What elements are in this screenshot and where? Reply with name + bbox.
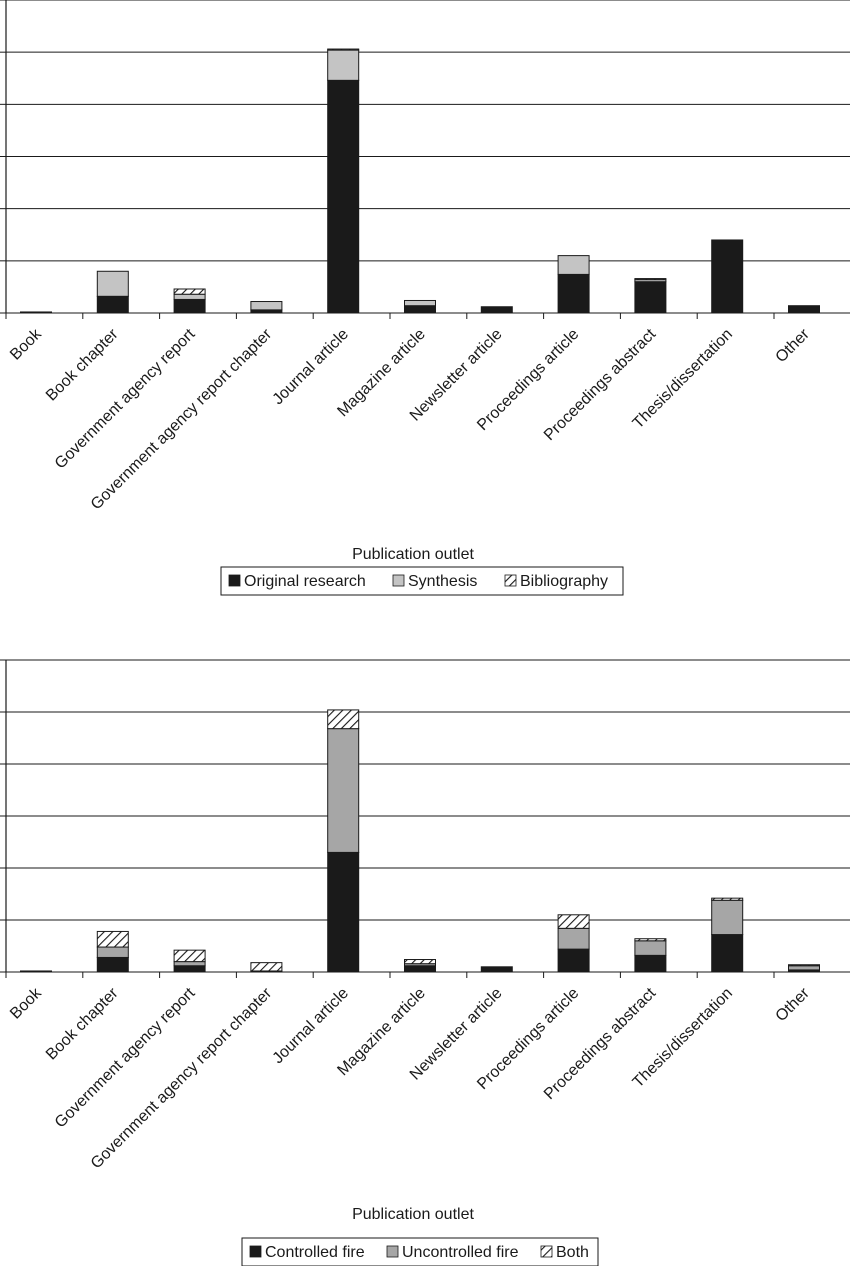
legend-label-both: Both [556,1244,589,1261]
bar-government-agency-report-synthesis [173,293,206,300]
bar-proceedings-article-uncontrolled-fire [557,927,590,950]
legend: Controlled fire Uncontrolled fire Both [241,1237,599,1266]
x-tick-label: Other [773,325,814,366]
bar-government-agency-report-uncontrolled-fire [173,961,206,967]
bar-thesis-dissertation-uncontrolled-fire [711,899,744,936]
gridlines [0,659,850,973]
x-tick-label: Book [7,984,46,1023]
bar-journal-article-synthesis [327,49,360,81]
legend-label-controlled-fire: Controlled fire [265,1244,365,1261]
x-tick-label: Journal article [270,326,353,409]
x-tick-label: Government agency report [52,325,199,472]
legend-swatch-uncontrolled-fire [386,1245,399,1258]
legend-swatch-bibliography [504,574,517,587]
bar-proceedings-abstract-original-research [634,281,667,314]
legend-swatch-synthesis [392,574,405,587]
legend-swatch-both [540,1245,553,1258]
bar-book-chapter-original-research [96,295,129,314]
bar-journal-article-uncontrolled-fire [327,728,360,853]
bar-newsletter-article-original-research [480,306,513,314]
bar-other-original-research [788,305,820,314]
bar-thesis-dissertation-controlled-fire [711,934,744,973]
bar-proceedings-abstract-both [634,938,667,942]
bar-magazine-article-original-research [404,305,436,314]
x-tick-label: Government agency report [52,984,199,1131]
chart-panel-bottom: Publication outlet Controlled fire Uncon… [0,659,850,1266]
bar-magazine-article-synthesis [404,299,436,307]
bar-book-chapter-synthesis [96,270,129,297]
bar-government-agency-report-both [173,949,206,963]
legend-swatch-original-research [228,574,241,587]
bar-newsletter-article-controlled-fire [480,966,513,973]
legend-box [220,566,624,596]
bar-book-chapter-both [96,930,129,948]
bar-book-controlled-fire [20,970,52,973]
bar-proceedings-abstract-bibliography [634,278,667,281]
bar-proceedings-article-both [557,914,590,929]
bar-journal-article-controlled-fire [327,851,360,973]
bar-government-agency-report-original-research [173,298,206,314]
bar-proceedings-article-synthesis [557,255,590,275]
bar-journal-article-bibliography [327,48,360,51]
bar-government-agency-report-bibliography [173,288,206,295]
bar-magazine-article-both [404,959,436,965]
legend-box [241,1237,599,1266]
legend-label-bibliography: Bibliography [520,573,608,590]
bar-thesis-dissertation-both [711,897,744,901]
x-axis-title: Publication outlet [352,1206,474,1223]
x-axis-title: Publication outlet [352,546,474,563]
legend-label-synthesis: Synthesis [408,573,477,590]
gridlines [0,0,850,314]
legend-label-uncontrolled-fire: Uncontrolled fire [402,1244,519,1261]
x-tick-label: Book chapter [43,325,122,404]
x-tick-label: Book [7,325,46,364]
x-tick-label: Other [773,984,814,1025]
bar-proceedings-abstract-controlled-fire [634,954,667,973]
legend-swatch-controlled-fire [249,1245,262,1258]
bar-book-chapter-controlled-fire [96,956,129,973]
bar-government-agency-report-controlled-fire [173,965,206,973]
bar-magazine-article-controlled-fire [404,965,436,973]
bar-proceedings-abstract-uncontrolled-fire [634,940,667,956]
bar-thesis-dissertation-original-research [711,239,744,314]
bar-other-both [788,964,820,967]
bar-book-original-research [20,311,52,314]
legend-label-original-research: Original research [244,573,366,590]
bar-proceedings-article-original-research [557,273,590,314]
bar-proceedings-article-controlled-fire [557,948,590,973]
x-tick-label: Book chapter [43,984,122,1063]
legend: Original research Synthesis Bibliography [220,566,624,596]
x-tick-label: Journal article [270,985,353,1068]
chart-panel-top: Publication outlet Original research Syn… [0,0,850,596]
bar-book-chapter-uncontrolled-fire [96,946,129,958]
bar-other-uncontrolled-fire [788,965,820,971]
bar-journal-article-both [327,709,360,730]
bar-journal-article-original-research [327,79,360,314]
bar-government-agency-report-chapter-synthesis [250,301,283,311]
bar-government-agency-report-chapter-both [250,962,283,972]
